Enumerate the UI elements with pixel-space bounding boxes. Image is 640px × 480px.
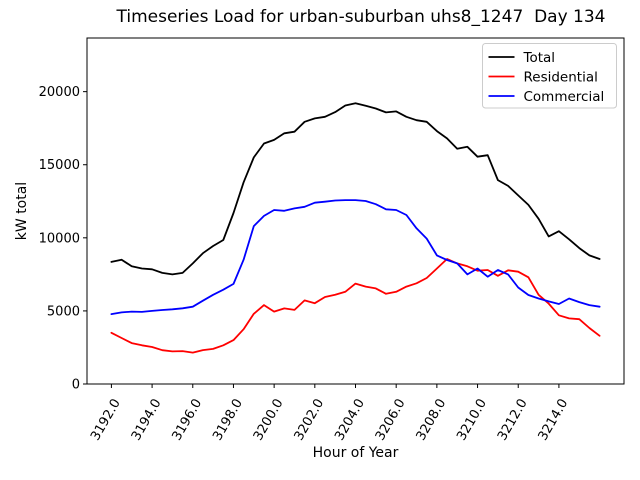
x-tick-label: 3214.0 [536, 397, 572, 444]
y-tick-label: 5000 [47, 304, 80, 319]
x-tick-label: 3212.0 [495, 397, 531, 444]
legend-label-residential: Residential [524, 69, 598, 85]
series-line-commercial [110, 199, 601, 316]
y-axis-label: kW total [14, 181, 30, 241]
y-tick-label: 10000 [39, 231, 80, 246]
y-tick-label: 20000 [39, 85, 80, 100]
x-tick-label: 3194.0 [129, 397, 165, 444]
x-tick-label: 3210.0 [454, 397, 490, 444]
x-tick-label: 3208.0 [414, 397, 450, 444]
x-axis-label: Hour of Year [312, 445, 399, 461]
x-tick-label: 3200.0 [251, 397, 287, 444]
legend-box [482, 43, 617, 109]
x-tick-label: 3196.0 [169, 397, 205, 444]
series-line-residential [110, 258, 601, 354]
x-tick-label: 3204.0 [332, 397, 368, 444]
x-tick-label: 3202.0 [292, 397, 328, 444]
y-tick-label: 0 [72, 378, 80, 393]
legend-label-total: Total [523, 50, 556, 66]
x-tick-label: 3198.0 [210, 397, 246, 444]
chart-title: Timeseries Load for urban-suburban uhs8_… [116, 7, 606, 27]
x-tick-label: 3192.0 [88, 397, 124, 444]
legend-label-commercial: Commercial [524, 89, 605, 105]
x-tick-label: 3206.0 [373, 397, 409, 444]
y-tick-label: 15000 [39, 158, 80, 173]
series-line-total [110, 102, 601, 276]
